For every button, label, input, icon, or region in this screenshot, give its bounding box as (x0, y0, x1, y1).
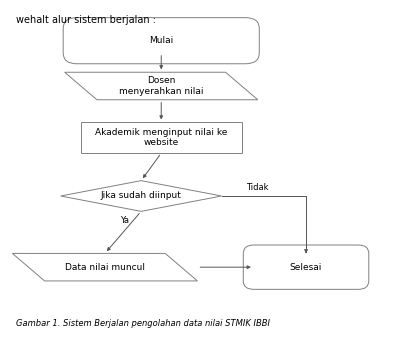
Text: wehalt alur sistem berjalan :: wehalt alur sistem berjalan : (16, 15, 156, 25)
Text: Mulai: Mulai (149, 36, 173, 45)
FancyBboxPatch shape (63, 18, 259, 64)
Polygon shape (61, 181, 222, 211)
Polygon shape (13, 253, 197, 281)
Polygon shape (65, 72, 258, 100)
Text: Akademik menginput nilai ke
website: Akademik menginput nilai ke website (95, 128, 228, 148)
Bar (81, 122, 242, 153)
FancyBboxPatch shape (243, 245, 369, 289)
Text: Jika sudah diinput: Jika sudah diinput (101, 191, 181, 201)
Text: Tidak: Tidak (246, 183, 268, 192)
Text: Data nilai muncul: Data nilai muncul (65, 263, 145, 272)
Text: Gambar 1. Sistem Berjalan pengolahan data nilai STMIK IBBI: Gambar 1. Sistem Berjalan pengolahan dat… (16, 319, 270, 328)
Text: Ya: Ya (121, 216, 129, 225)
Text: Dosen
menyerahkan nilai: Dosen menyerahkan nilai (119, 76, 204, 96)
Text: Selesai: Selesai (290, 263, 322, 272)
